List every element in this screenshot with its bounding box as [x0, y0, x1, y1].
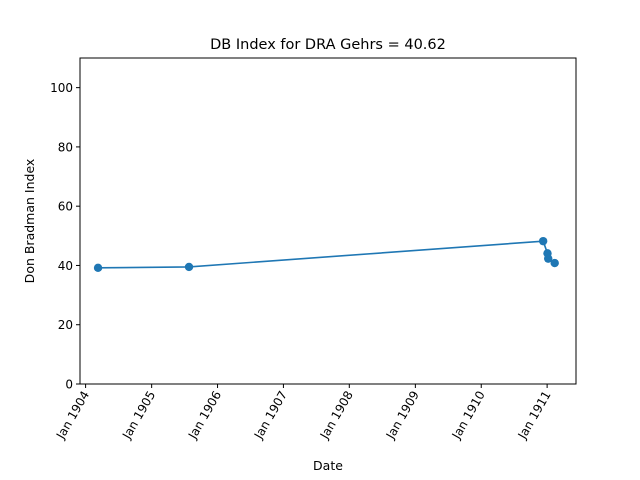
y-tick-label: 40	[58, 259, 73, 273]
y-tick-label: 60	[58, 200, 73, 214]
data-point	[184, 262, 194, 272]
chart-title: DB Index for DRA Gehrs = 40.62	[210, 37, 446, 53]
data-point	[538, 236, 548, 246]
series-layer	[93, 236, 559, 273]
y-axis-ticks: 0 20 40 60 80 100	[50, 81, 80, 392]
data-point	[550, 258, 559, 268]
data-point	[544, 254, 553, 263]
plot-area-frame	[79, 57, 577, 385]
y-tick-label: 0	[65, 378, 73, 392]
y-axis-label: Don Bradman Index	[22, 159, 37, 284]
y-tick-label: 20	[58, 318, 73, 332]
data-point	[93, 263, 103, 273]
y-tick-label: 80	[58, 140, 73, 154]
x-axis-label: Date	[313, 458, 343, 473]
y-tick-label: 100	[50, 81, 73, 95]
